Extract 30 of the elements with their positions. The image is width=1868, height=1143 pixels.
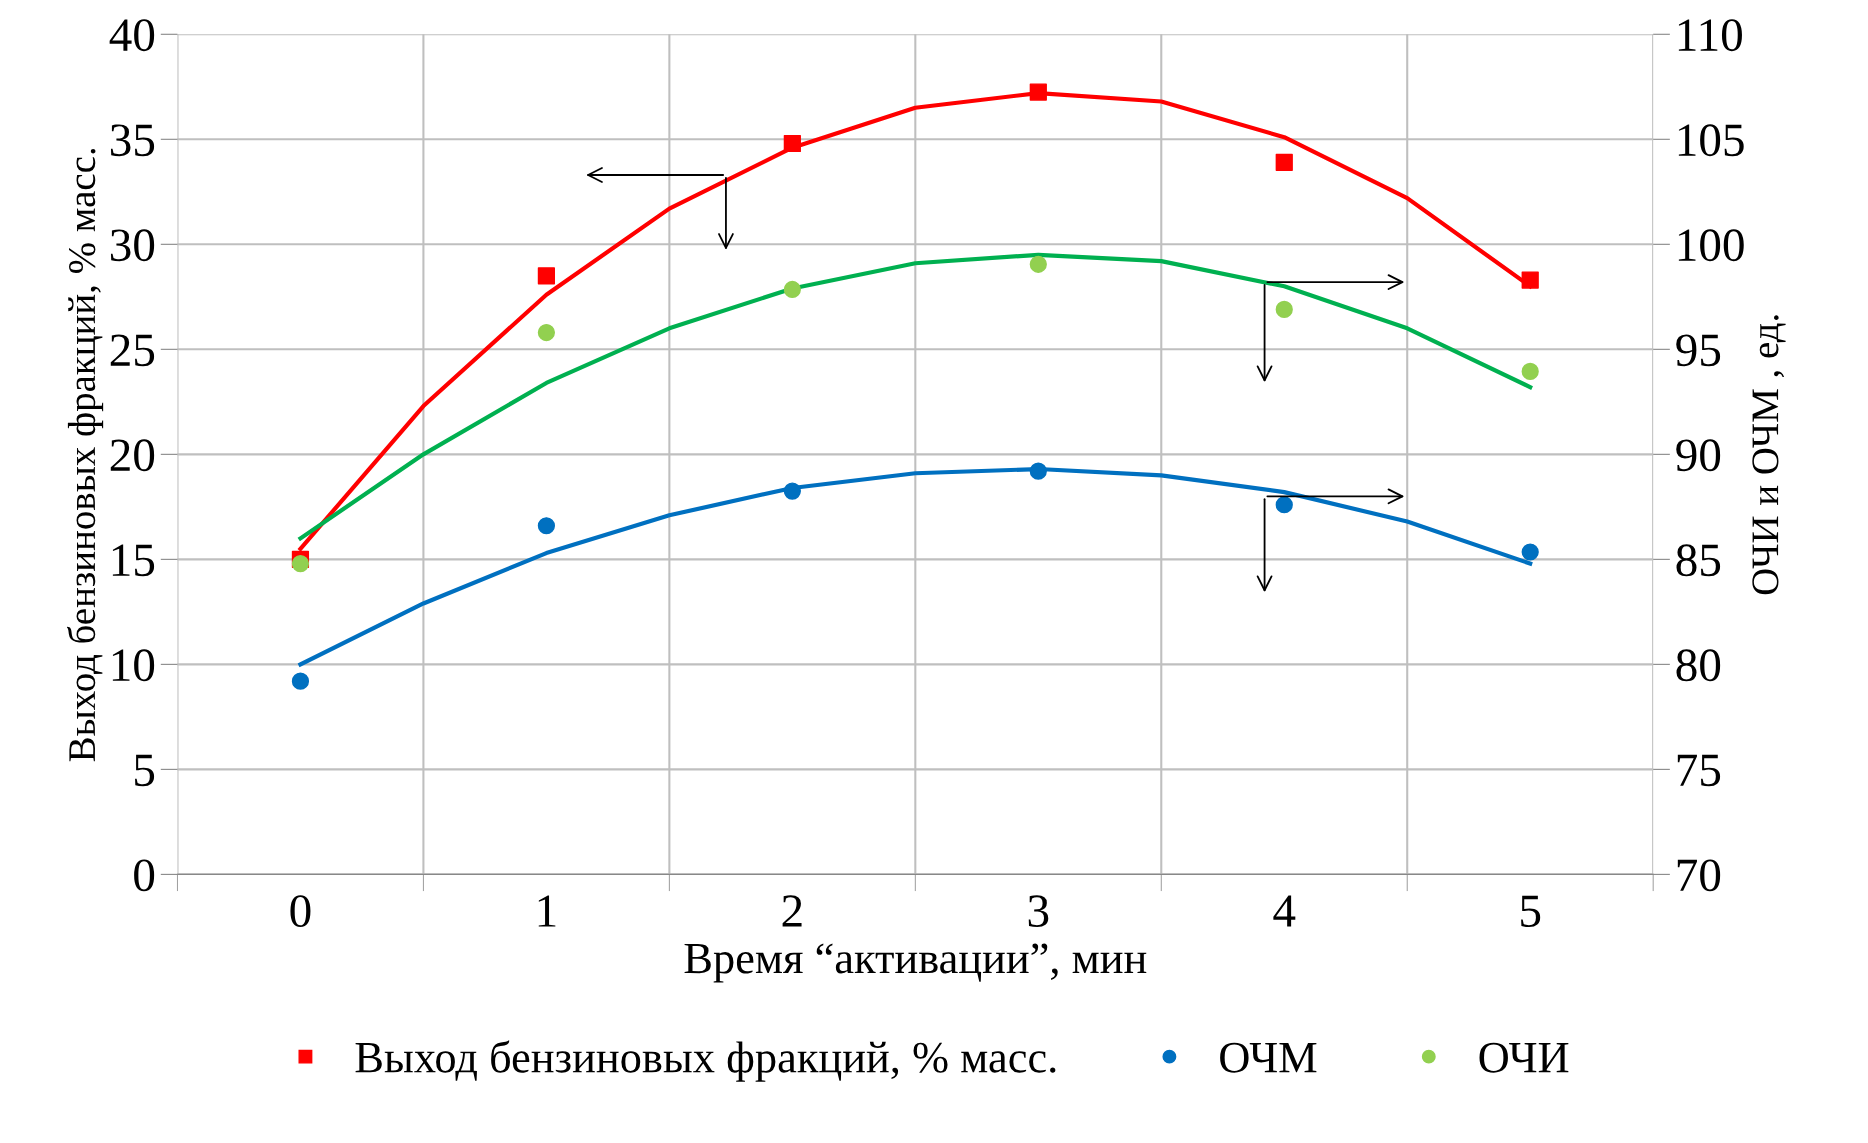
y2-tick-label: 85 bbox=[1676, 544, 1721, 577]
x-tick-label: 0 bbox=[290, 895, 311, 928]
y-axis-title: Выход бензиновых фракций, % масс. bbox=[67, 148, 104, 762]
y-tick-label: 5 bbox=[135, 754, 155, 787]
y-tick-label: 40 bbox=[109, 19, 155, 52]
y2-tick-label: 100 bbox=[1678, 229, 1744, 262]
legend-label: ОЧИ bbox=[1479, 1042, 1569, 1073]
y2-tick-label: 80 bbox=[1676, 649, 1721, 682]
x-tick-label: 3 bbox=[1028, 895, 1049, 928]
y2-tick-label: 95 bbox=[1676, 334, 1721, 367]
x-tick-label: 5 bbox=[1521, 895, 1541, 928]
y2-tick-label: 75 bbox=[1677, 754, 1721, 787]
y-tick-label: 35 bbox=[110, 124, 155, 157]
y-tick-label: 15 bbox=[112, 544, 155, 577]
legend-label: ОЧМ bbox=[1220, 1042, 1317, 1073]
y-tick-label: 10 bbox=[112, 649, 155, 682]
y-tick-label: 0 bbox=[134, 859, 155, 892]
x-axis-title: Время “активации”, мин bbox=[684, 943, 1147, 983]
y2-tick-label: 70 bbox=[1677, 859, 1721, 892]
x-tick-label: 4 bbox=[1273, 895, 1296, 927]
y2-axis-title: ОЧИ и ОЧМ , ед. bbox=[1752, 315, 1786, 595]
y2-tick-label: 110 bbox=[1678, 19, 1742, 52]
legend-label: Выход бензиновых фракций, % масс. bbox=[355, 1040, 1056, 1082]
y-tick-label: 25 bbox=[110, 334, 155, 367]
x-tick-label: 1 bbox=[538, 895, 556, 927]
x-tick-label: 2 bbox=[782, 895, 802, 927]
y-tick-label: 30 bbox=[110, 229, 155, 262]
y2-tick-label: 90 bbox=[1676, 439, 1721, 472]
y-tick-label: 20 bbox=[110, 439, 155, 472]
y2-tick-label: 105 bbox=[1678, 124, 1744, 157]
